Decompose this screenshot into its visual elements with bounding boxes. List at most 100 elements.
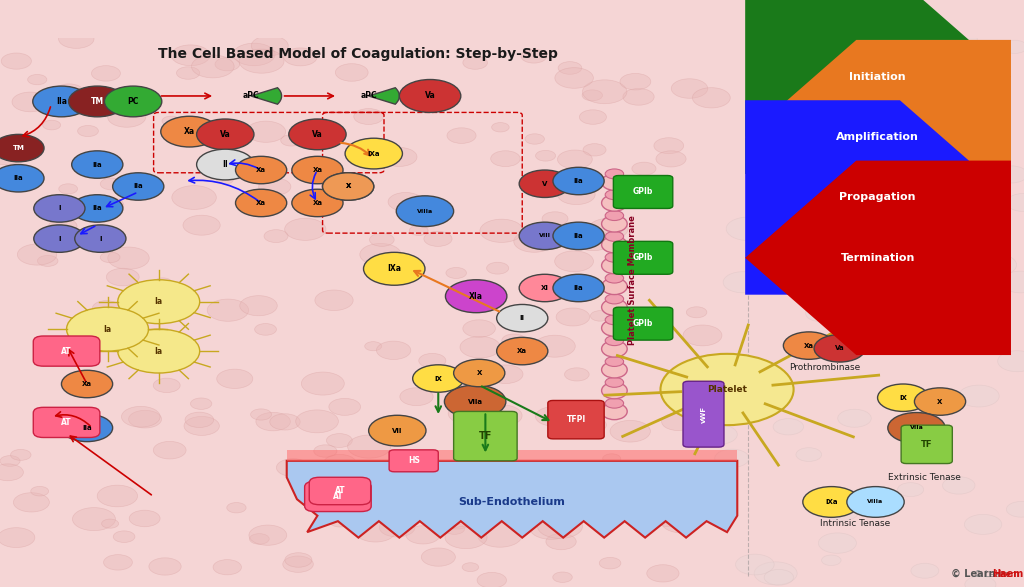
Circle shape [406, 526, 440, 544]
Ellipse shape [605, 398, 624, 408]
Circle shape [197, 149, 254, 180]
FancyBboxPatch shape [454, 411, 517, 461]
Circle shape [840, 324, 860, 335]
Circle shape [0, 456, 20, 467]
Circle shape [190, 398, 212, 409]
Circle shape [379, 518, 415, 537]
Circle shape [1, 53, 32, 69]
Circle shape [888, 311, 906, 322]
Circle shape [580, 110, 606, 124]
Circle shape [980, 212, 1004, 225]
Circle shape [492, 123, 509, 132]
Text: V: V [542, 181, 548, 187]
Circle shape [463, 320, 496, 338]
Circle shape [106, 268, 139, 286]
Ellipse shape [601, 382, 627, 399]
Circle shape [215, 58, 240, 71]
Circle shape [897, 391, 926, 406]
Text: Xa: Xa [312, 167, 323, 173]
Circle shape [928, 254, 963, 272]
Circle shape [529, 517, 572, 539]
Text: Xa: Xa [312, 200, 323, 206]
Circle shape [264, 230, 288, 242]
Circle shape [269, 414, 300, 430]
Circle shape [299, 462, 327, 477]
Ellipse shape [605, 294, 624, 304]
Text: Extrinsic Tenase: Extrinsic Tenase [888, 473, 962, 482]
Circle shape [398, 505, 418, 515]
Text: Xa: Xa [256, 167, 266, 173]
Circle shape [259, 178, 291, 195]
Circle shape [557, 150, 592, 168]
Circle shape [388, 193, 423, 211]
Circle shape [460, 336, 501, 358]
Circle shape [324, 454, 356, 472]
Circle shape [114, 531, 135, 542]
Circle shape [497, 305, 548, 332]
Circle shape [34, 195, 85, 222]
Circle shape [963, 171, 1002, 192]
Circle shape [692, 87, 730, 108]
Text: Haem: Haem [994, 570, 1019, 579]
Text: VIIa: VIIa [468, 399, 482, 404]
Circle shape [251, 36, 289, 56]
FancyBboxPatch shape [683, 382, 724, 447]
Circle shape [345, 138, 402, 169]
Circle shape [104, 86, 162, 117]
Ellipse shape [601, 195, 627, 211]
Circle shape [108, 107, 145, 127]
Circle shape [108, 247, 150, 269]
Circle shape [382, 147, 417, 166]
Circle shape [301, 372, 344, 395]
Circle shape [686, 307, 707, 318]
FancyBboxPatch shape [33, 407, 100, 437]
Circle shape [462, 563, 478, 572]
Circle shape [101, 519, 119, 528]
Text: TM: TM [91, 97, 103, 106]
Circle shape [532, 230, 564, 247]
Circle shape [555, 251, 594, 272]
Circle shape [284, 48, 317, 66]
Circle shape [715, 449, 749, 467]
Circle shape [728, 357, 770, 380]
Circle shape [814, 335, 865, 362]
Text: VIIIa: VIIIa [867, 500, 884, 504]
Text: Haem: Haem [991, 569, 1023, 579]
Circle shape [654, 138, 684, 154]
Circle shape [724, 390, 761, 409]
Circle shape [589, 218, 628, 239]
Circle shape [240, 49, 284, 73]
Ellipse shape [605, 169, 624, 179]
Text: Xa: Xa [184, 127, 195, 136]
Text: Initiation: Initiation [849, 72, 906, 82]
Circle shape [347, 435, 391, 458]
Circle shape [285, 218, 326, 241]
Circle shape [1002, 41, 1024, 53]
Ellipse shape [605, 231, 624, 241]
Circle shape [399, 79, 461, 113]
Text: Xa: Xa [256, 200, 266, 206]
Circle shape [843, 158, 885, 181]
Circle shape [1007, 501, 1024, 517]
Circle shape [330, 516, 350, 527]
Circle shape [897, 209, 935, 230]
FancyBboxPatch shape [613, 241, 673, 274]
Text: I: I [99, 235, 101, 242]
Circle shape [632, 162, 656, 175]
Circle shape [226, 502, 246, 513]
Circle shape [281, 135, 302, 146]
FancyBboxPatch shape [901, 425, 952, 464]
Circle shape [240, 296, 278, 316]
Circle shape [399, 388, 433, 406]
Circle shape [86, 317, 115, 332]
Circle shape [482, 405, 522, 426]
Circle shape [914, 388, 966, 415]
Text: TFPI: TFPI [567, 415, 586, 424]
Circle shape [323, 173, 374, 200]
Text: IIa: IIa [82, 425, 92, 431]
Circle shape [396, 196, 454, 227]
FancyBboxPatch shape [613, 176, 673, 208]
Circle shape [919, 48, 957, 69]
Circle shape [726, 217, 770, 241]
Circle shape [329, 399, 360, 416]
